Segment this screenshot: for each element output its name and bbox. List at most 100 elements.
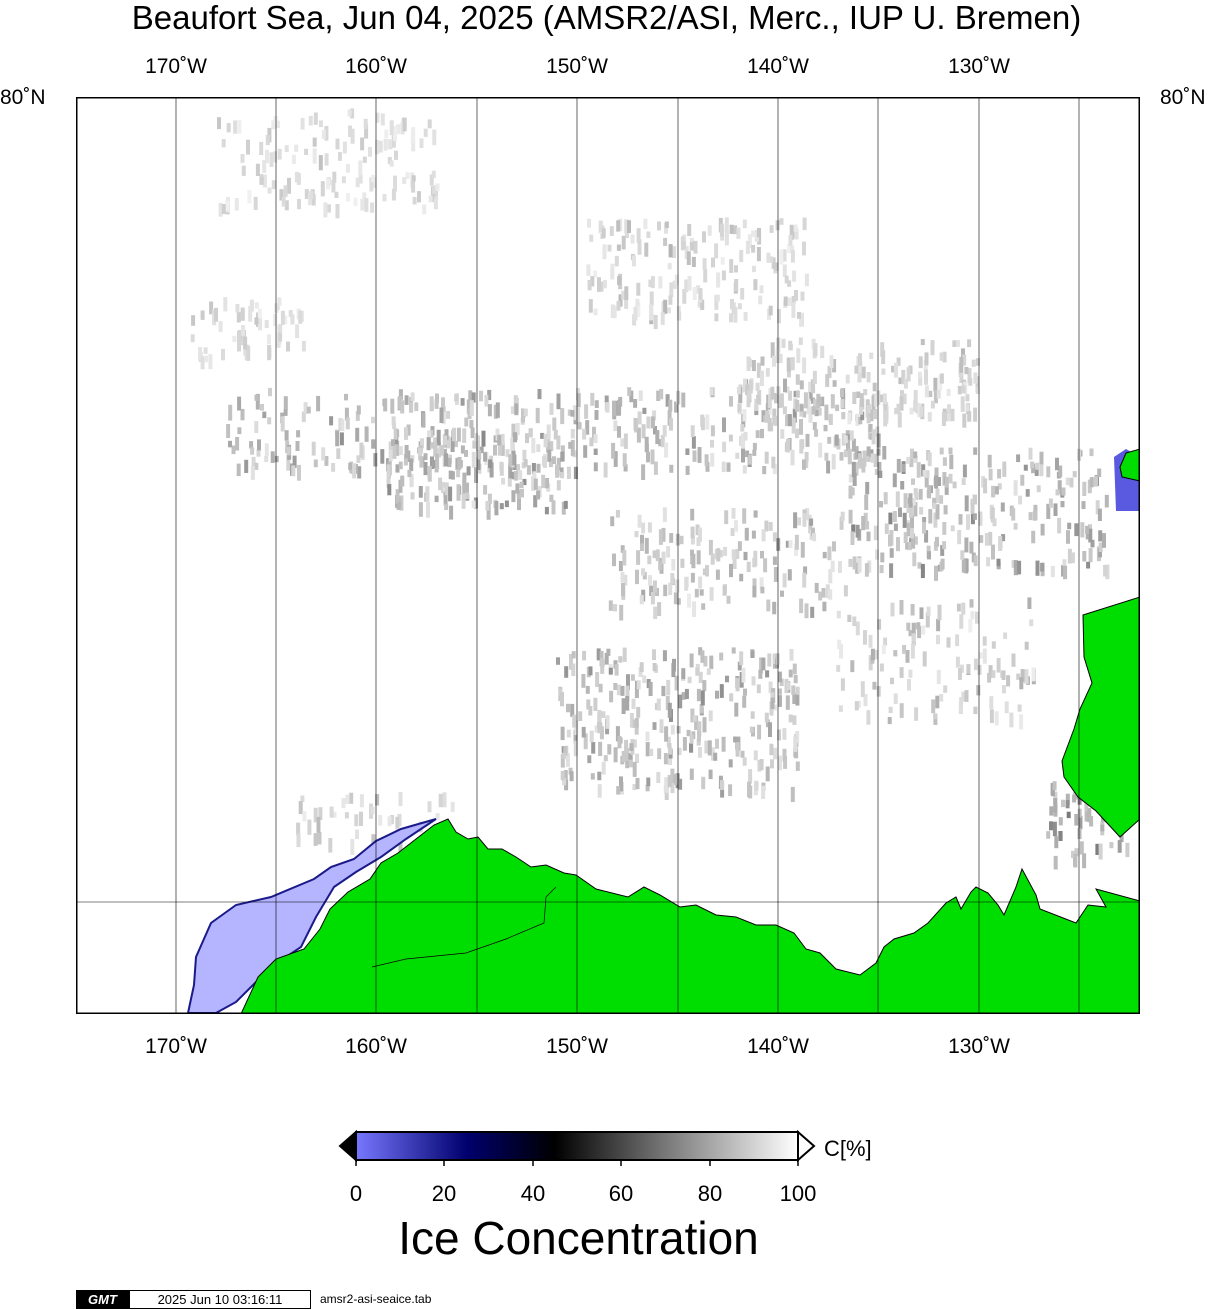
ice-speckle — [959, 373, 964, 383]
ice-speckle — [264, 443, 269, 456]
ice-speckle — [597, 277, 601, 292]
ice-speckle — [684, 688, 689, 700]
ice-speckle — [241, 325, 245, 336]
ice-speckle — [994, 486, 999, 495]
ice-speckle — [698, 288, 703, 301]
ice-speckle — [616, 301, 621, 311]
ice-speckle — [905, 542, 910, 550]
ice-speckle — [432, 129, 437, 146]
ice-speckle — [621, 583, 625, 597]
ice-speckle — [711, 257, 715, 268]
ice-speckle — [687, 676, 692, 684]
ice-speckle — [774, 262, 779, 271]
ice-speckle — [780, 429, 785, 439]
ice-speckle — [676, 598, 681, 605]
ice-speckle — [1053, 503, 1058, 516]
ice-speckle — [466, 466, 471, 476]
ice-speckle — [766, 253, 771, 263]
ice-speckle — [570, 439, 575, 456]
ice-speckle — [962, 464, 967, 478]
ice-speckle — [423, 128, 428, 137]
ice-speckle — [897, 412, 902, 428]
ice-speckle — [764, 712, 769, 723]
ice-speckle — [623, 464, 628, 472]
ice-speckle — [790, 357, 795, 371]
ice-speckle — [387, 484, 392, 496]
ice-speckle — [304, 189, 309, 199]
ice-speckle — [972, 513, 977, 520]
ice-speckle — [991, 641, 996, 649]
ice-speckle — [489, 462, 494, 478]
ice-speckle — [913, 400, 918, 412]
ice-speckle — [753, 279, 758, 291]
ice-speckle — [264, 455, 269, 462]
ice-speckle — [1082, 551, 1087, 562]
ice-speckle — [762, 466, 767, 475]
lon-label-top-170w: 170˚W — [145, 55, 207, 78]
ice-speckle — [845, 374, 850, 384]
ice-speckle — [396, 124, 401, 135]
ice-speckle — [702, 231, 706, 243]
ice-speckle — [795, 390, 800, 398]
ice-speckle — [363, 118, 368, 129]
ice-speckle — [941, 412, 946, 426]
ice-speckle — [1098, 530, 1103, 542]
ice-speckle — [684, 246, 689, 259]
ice-speckle — [267, 334, 271, 345]
ice-speckle — [808, 521, 813, 534]
ice-speckle — [893, 523, 898, 531]
ice-speckle — [302, 811, 307, 822]
ice-speckle — [779, 218, 784, 225]
ice-speckle — [854, 701, 859, 711]
ice-speckle — [777, 695, 782, 707]
ice-speckle — [636, 302, 641, 317]
ice-speckle — [937, 604, 942, 621]
ice-speckle — [1058, 817, 1063, 826]
ice-speckle — [753, 550, 758, 567]
ice-speckle — [409, 458, 414, 472]
ice-speckle — [643, 218, 648, 230]
ice-speckle — [669, 282, 674, 297]
ice-speckle — [353, 197, 358, 207]
ice-speckle — [870, 648, 875, 661]
ice-speckle — [281, 196, 286, 207]
ice-speckle — [675, 773, 680, 789]
ice-speckle — [911, 622, 916, 634]
ice-speckle — [724, 217, 729, 233]
ice-speckle — [681, 241, 686, 250]
ice-speckle — [318, 807, 323, 820]
ice-speckle — [237, 337, 241, 352]
ice-speckle — [959, 356, 964, 373]
ice-speckle — [540, 432, 545, 439]
ice-speckle — [697, 447, 702, 463]
ice-speckle — [434, 399, 439, 409]
ice-speckle — [560, 408, 565, 425]
ice-speckle — [914, 707, 919, 721]
ice-speckle — [1039, 451, 1044, 467]
ice-speckle — [912, 552, 917, 567]
ice-speckle — [827, 366, 832, 378]
ice-speckle — [778, 353, 783, 364]
ice-speckle — [504, 500, 509, 508]
ice-speckle — [939, 373, 944, 384]
graticule — [76, 97, 1140, 1014]
ice-speckle — [964, 690, 969, 702]
ice-speckle — [916, 622, 921, 630]
ice-speckle — [312, 137, 317, 147]
ice-speckle — [931, 699, 936, 714]
ice-speckle — [900, 390, 904, 398]
ice-speckle — [729, 259, 734, 273]
ice-speckle — [854, 462, 859, 476]
ice-speckle — [339, 432, 344, 446]
lon-label-top-130w: 130˚W — [948, 55, 1010, 78]
ice-speckle — [249, 441, 254, 449]
ice-speckle — [734, 702, 739, 717]
ice-speckle — [286, 455, 291, 471]
ice-speckle — [927, 485, 932, 499]
ice-speckle — [411, 181, 416, 193]
ice-speckle — [613, 451, 618, 467]
ice-speckle — [729, 693, 734, 702]
ice-speckle — [791, 296, 796, 304]
ice-speckle — [899, 396, 904, 411]
ice-speckle — [880, 552, 885, 563]
